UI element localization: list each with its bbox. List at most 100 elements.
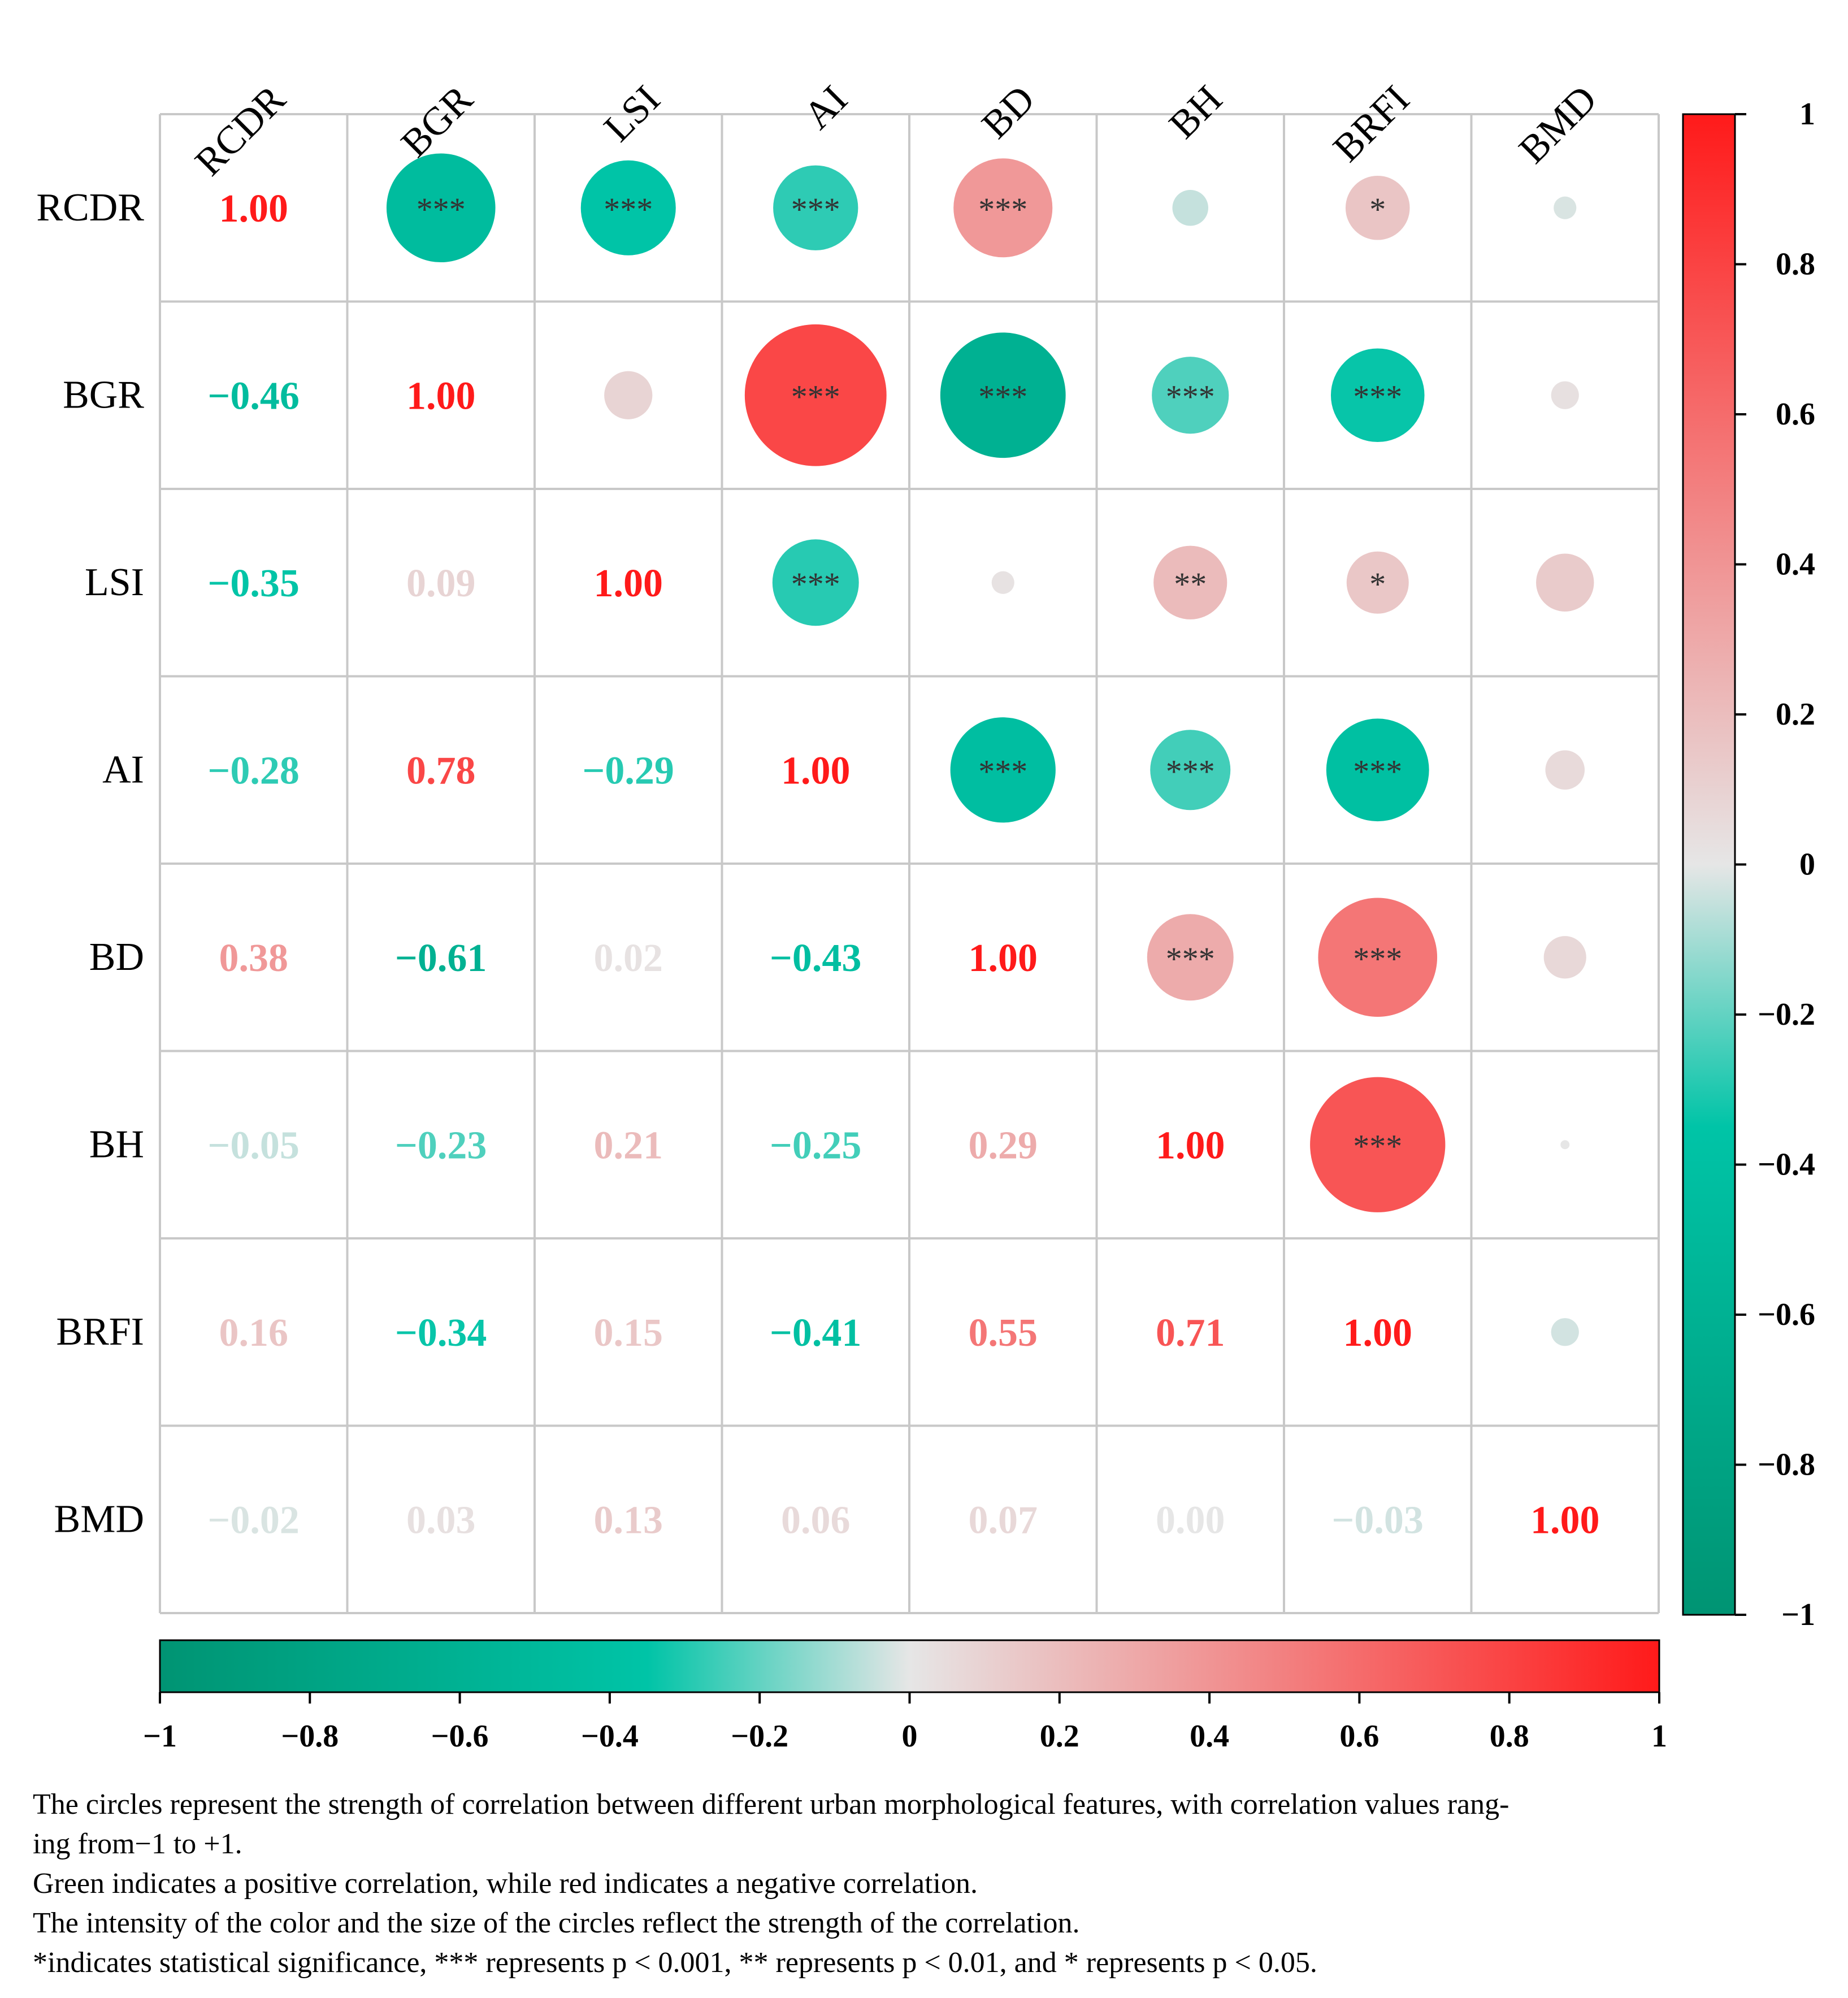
corr-value-AI-AI: 1.00	[781, 749, 851, 792]
significance-mark: ***	[978, 191, 1027, 228]
col-label-BRFI: BRFI	[1325, 77, 1418, 170]
row-label-BGR: BGR	[63, 373, 144, 417]
corr-value-BMD-BH: 0.00	[1156, 1498, 1225, 1542]
colorbar-vertical-tick-label: 0.4	[1776, 547, 1815, 582]
corr-value-RCDR-RCDR: 1.00	[219, 187, 289, 231]
corr-circle-AI-BD	[950, 717, 1056, 823]
corr-circle-LSI-BMD	[1536, 553, 1594, 612]
significance-mark: ***	[978, 378, 1027, 415]
corr-value-BH-LSI: 0.21	[594, 1124, 663, 1167]
row-label-BH: BH	[89, 1122, 144, 1166]
significance-mark: *	[1369, 191, 1386, 228]
significance-mark: ***	[1353, 753, 1402, 790]
grid-lines	[159, 113, 1660, 1614]
colorbar-vertical-tick-label: −0.8	[1758, 1447, 1815, 1483]
cell-marks: 1.00 *** *** *** *** *−0.46 1.00 *** *** *** ***−0…	[208, 153, 1600, 1542]
corr-circle-LSI-AI	[772, 539, 859, 626]
corr-circle-RCDR-BD	[953, 158, 1053, 258]
colorbar-horizontal-tick-label: −0.8	[281, 1719, 339, 1754]
corr-value-BH-BD: 0.29	[969, 1124, 1038, 1167]
col-label-BD: BD	[974, 77, 1043, 147]
significance-mark: ***	[1166, 753, 1215, 790]
corr-circle-RCDR-BGR	[386, 153, 496, 263]
corr-circle-RCDR-BRFI	[1345, 175, 1410, 240]
significance-mark: ***	[604, 191, 653, 228]
figure-caption: The circles represent the strength of co…	[33, 1785, 1813, 1983]
corr-value-BMD-LSI: 0.13	[594, 1498, 663, 1542]
colorbar-horizontal: −1 −0.8 −0.6 −0.4 −0.2 0 0.2 0.4 0.6 0.8 1	[143, 1639, 1667, 1754]
corr-value-BMD-BGR: 0.03	[406, 1498, 476, 1542]
corr-value-BGR-BGR: 1.00	[406, 374, 476, 418]
row-label-LSI: LSI	[85, 561, 144, 604]
col-label-BMD: BMD	[1511, 77, 1605, 172]
corr-circle-BH-BRFI	[1310, 1077, 1446, 1212]
corr-circle-BD-BH	[1147, 914, 1234, 1001]
caption-line-4: The intensity of the color and the size …	[33, 1907, 1080, 1939]
corr-value-LSI-RCDR: −0.35	[208, 562, 300, 605]
corr-value-BMD-BMD: 1.00	[1530, 1498, 1600, 1542]
significance-mark: ***	[1353, 378, 1402, 415]
corr-circle-BGR-BMD	[1551, 381, 1579, 409]
corr-value-BMD-BD: 0.07	[969, 1498, 1038, 1542]
corr-value-BMD-AI: 0.06	[781, 1498, 851, 1542]
corr-circle-AI-BMD	[1545, 750, 1585, 790]
corr-circle-RCDR-BH	[1172, 189, 1209, 226]
colorbar-vertical-bar	[1682, 113, 1736, 1616]
corr-value-AI-BGR: 0.78	[406, 749, 476, 792]
caption-line-3: Green indicates a positive correlation, …	[33, 1867, 978, 1900]
caption-line-2: ing from−1 to +1.	[33, 1828, 242, 1860]
corr-circle-RCDR-AI	[773, 165, 858, 250]
corr-value-BH-BGR: −0.23	[395, 1124, 487, 1167]
corr-value-BRFI-AI: −0.41	[770, 1311, 861, 1355]
colorbar-horizontal-tick-label: 1	[1651, 1719, 1667, 1754]
corr-value-AI-RCDR: −0.28	[208, 749, 300, 792]
significance-mark: **	[1174, 566, 1207, 603]
colorbar-horizontal-bar	[159, 1639, 1660, 1693]
row-label-RCDR: RCDR	[36, 186, 144, 229]
colorbar-vertical-tick-label: −0.4	[1758, 1147, 1815, 1182]
corr-value-BD-BD: 1.00	[969, 937, 1038, 980]
corr-circle-LSI-BH	[1153, 545, 1227, 619]
col-label-RCDR: RCDR	[187, 77, 294, 184]
corr-value-LSI-LSI: 1.00	[594, 562, 663, 605]
row-label-BRFI: BRFI	[56, 1310, 144, 1354]
row-label-BMD: BMD	[54, 1497, 144, 1541]
colorbar-horizontal-tick-label: 0.2	[1040, 1719, 1079, 1754]
colorbar-vertical-tick-label: 0	[1799, 847, 1815, 882]
colorbar-vertical-tick-label: −0.2	[1758, 997, 1815, 1032]
corr-value-BMD-RCDR: −0.02	[208, 1498, 300, 1542]
row-label-BD: BD	[89, 935, 144, 979]
corr-value-BRFI-BRFI: 1.00	[1343, 1311, 1413, 1355]
corr-value-BH-AI: −0.25	[770, 1124, 861, 1167]
corr-circle-BH-BMD	[1560, 1140, 1570, 1150]
corr-circle-BGR-BRFI	[1330, 348, 1425, 443]
corr-value-BD-BGR: −0.61	[395, 937, 487, 980]
corr-circle-RCDR-LSI	[580, 160, 676, 255]
corr-value-BRFI-LSI: 0.15	[594, 1311, 663, 1355]
significance-mark: ***	[791, 378, 840, 415]
colorbar-horizontal-tick-label: 0	[902, 1719, 918, 1754]
corr-value-BGR-RCDR: −0.46	[208, 374, 300, 418]
significance-mark: *	[1369, 566, 1386, 603]
correlation-chart: 1.00 *** *** *** *** *−0.46 1.00 *** *** *** ***−0…	[36, 77, 1815, 1754]
colorbar-vertical-tick-label: 0.2	[1776, 697, 1815, 732]
corr-circle-BGR-LSI	[604, 371, 653, 419]
corr-circle-BD-BRFI	[1318, 898, 1438, 1017]
colorbar-horizontal-tick-label: −0.4	[581, 1719, 639, 1754]
significance-mark: ***	[1353, 1128, 1402, 1164]
corr-circle-BGR-BH	[1152, 357, 1229, 434]
corr-value-BMD-BRFI: −0.03	[1332, 1498, 1424, 1542]
significance-mark: ***	[978, 753, 1027, 790]
colorbar-horizontal-tick-label: 0.6	[1339, 1719, 1379, 1754]
colorbar-horizontal-tick-label: −1	[143, 1719, 177, 1754]
colorbar-vertical: 1 0.8 0.6 0.4 0.2 0 −0.2 −0.4 −0.6 −0.8 −1	[1682, 97, 1815, 1632]
corr-circle-BD-BMD	[1543, 936, 1586, 979]
corr-circle-BGR-BD	[940, 332, 1066, 458]
corr-circle-LSI-BD	[991, 571, 1014, 594]
corr-value-BRFI-RCDR: 0.16	[219, 1311, 289, 1355]
corr-value-BH-RCDR: −0.05	[208, 1124, 300, 1167]
significance-mark: ***	[1166, 941, 1215, 977]
colorbar-vertical-tick-label: −0.6	[1758, 1297, 1815, 1332]
colorbar-horizontal-tick-label: 0.4	[1190, 1719, 1229, 1754]
significance-mark: ***	[791, 191, 840, 228]
